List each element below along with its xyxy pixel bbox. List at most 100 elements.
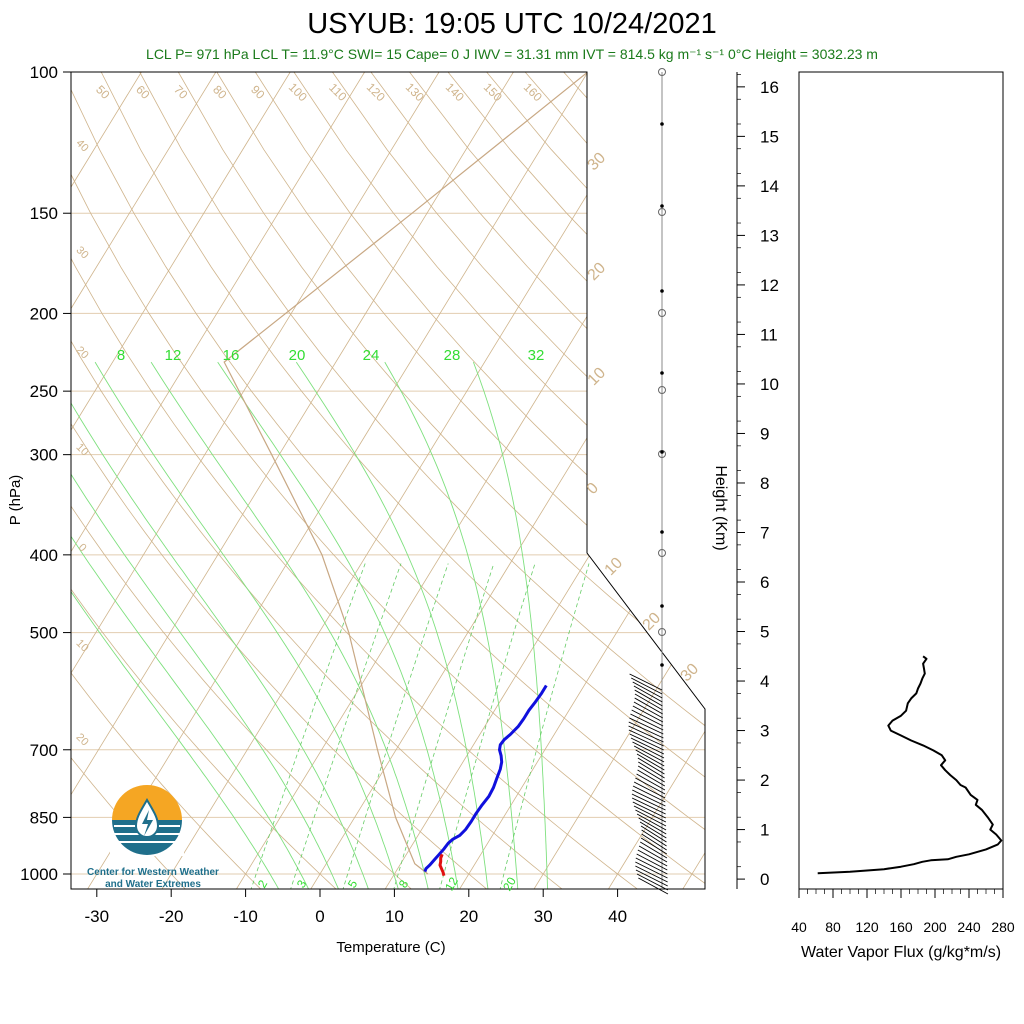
isotherm-line — [71, 72, 291, 889]
wind-barb-icon — [636, 873, 669, 891]
wind-barb-icon — [635, 777, 666, 795]
dry-adiabat-line — [678, 72, 705, 889]
dry-adiabat-line — [447, 72, 705, 889]
calm-wind-icon — [658, 386, 666, 394]
dry-adiabat-line — [563, 72, 705, 889]
dry-adiabat-line — [71, 72, 263, 889]
mixing-ratio-line — [342, 563, 449, 889]
wind-barb-icon — [632, 681, 663, 699]
moist-adiabat-line — [71, 361, 340, 889]
pressure-tick-label: 500 — [30, 624, 58, 643]
temperature-tick-label: -10 — [233, 907, 258, 926]
moist-adiabat-label: 16 — [223, 347, 240, 364]
wind-barb-icon — [641, 833, 667, 851]
wind-barb-icon — [638, 761, 665, 779]
height-tick-label: 10 — [760, 375, 779, 394]
wind-speed-label: 20 — [585, 259, 610, 284]
isotherm-line — [71, 72, 365, 889]
temperature-tick-label: 30 — [534, 907, 553, 926]
wind-barb-icon — [640, 841, 668, 859]
flux-series-0 — [817, 655, 1003, 875]
isotherm-line — [160, 72, 663, 889]
calm-wind-icon — [658, 549, 666, 557]
pressure-tick-label: 1000 — [20, 865, 58, 884]
height-tick-label: 11 — [760, 325, 778, 344]
wind-barb-icon — [641, 829, 667, 847]
dry-adiabat-label: 140 — [443, 80, 467, 104]
wind-barb-icon — [630, 737, 665, 755]
flux-tick-label: 200 — [923, 919, 947, 935]
mixing-ratio-line — [289, 563, 402, 889]
moist-adiabat-line — [295, 361, 489, 889]
dry-adiabat-line — [71, 72, 565, 889]
wind-barb-icon — [628, 725, 664, 743]
isotherm-label: 10 — [74, 637, 91, 654]
moist-adiabat-label: 24 — [363, 347, 380, 364]
pressure-tick-label: 200 — [30, 304, 58, 323]
dry-adiabat-line — [332, 72, 705, 889]
wind-barb-icon — [628, 729, 664, 747]
dry-adiabat-line — [216, 72, 705, 889]
isotherm-line — [86, 72, 589, 889]
flux-tick-label: 160 — [889, 919, 913, 935]
height-tick-label: 12 — [760, 276, 779, 295]
wind-barb-icon — [632, 801, 666, 819]
isotherm-line — [458, 72, 705, 889]
mixing-ratio-label: 20 — [500, 874, 519, 893]
dry-adiabat-label: 90 — [248, 82, 268, 102]
wind-barb-icon — [634, 693, 663, 711]
moist-adiabat-line — [150, 361, 430, 889]
wind-barb-icon — [631, 793, 666, 811]
wind-barb-icon — [636, 853, 668, 871]
wind-speed-label: 10 — [602, 554, 627, 579]
sounding-series-0 — [423, 684, 548, 873]
wind-barb-icon — [639, 821, 667, 839]
height-tick-label: 1 — [760, 821, 769, 840]
pressure-axis-label: P (hPa) — [7, 475, 24, 526]
dry-adiabat-label: 130 — [403, 80, 427, 104]
wind-barb-icon — [632, 789, 666, 807]
dry-adiabat-label: 70 — [171, 82, 191, 102]
wind-barb-icon — [634, 697, 663, 715]
moist-adiabat-line — [217, 361, 459, 889]
dry-adiabat-label: 50 — [93, 82, 113, 102]
wind-barb-icon — [632, 785, 666, 803]
mixing-ratio-line — [392, 563, 495, 889]
wind-barb-icon — [636, 773, 666, 791]
dry-adiabat-line — [71, 72, 641, 889]
wind-dot-icon — [660, 289, 664, 293]
height-tick-label: 7 — [760, 523, 769, 542]
isotherm-label: 20 — [74, 731, 91, 748]
mixing-ratio-line — [499, 563, 590, 889]
wind-barb-icon — [640, 825, 667, 843]
wind-barb-icon — [637, 765, 665, 783]
wind-barb-icon — [629, 733, 664, 751]
pressure-tick-label: 150 — [30, 204, 58, 223]
dry-adiabat-line — [100, 72, 705, 889]
dry-adiabat-line — [71, 72, 188, 889]
mixing-ratio-label: 3 — [294, 877, 310, 890]
isotherm-line — [71, 72, 440, 889]
isotherm-line — [532, 72, 705, 889]
dry-adiabat-label: 100 — [286, 80, 310, 104]
wind-barb-icon — [635, 857, 668, 875]
wind-barb-icon — [636, 753, 665, 771]
dry-adiabat-label: 110 — [326, 80, 350, 104]
flux-tick-label: 280 — [991, 919, 1015, 935]
height-tick-label: 8 — [760, 474, 769, 493]
flux-series-group — [817, 655, 1003, 875]
mixing-ratio-line — [438, 563, 536, 889]
isotherm-label: 40 — [74, 137, 91, 154]
logo-bolt-icon — [142, 810, 153, 836]
dry-adiabat-label: 60 — [133, 82, 153, 102]
moist-adiabat-label: 20 — [289, 347, 306, 364]
height-tick-label: 3 — [760, 722, 769, 741]
temperature-tick-label: 10 — [385, 907, 404, 926]
dry-adiabat-line — [71, 72, 339, 889]
mixing-ratio-label: 2 — [255, 877, 271, 890]
wind-barb-icon — [637, 769, 666, 787]
logo-caption: Center for Western Weather and Water Ext… — [78, 867, 228, 891]
temperature-tick-label: 40 — [608, 907, 627, 926]
temperature-tick-label: -20 — [159, 907, 184, 926]
